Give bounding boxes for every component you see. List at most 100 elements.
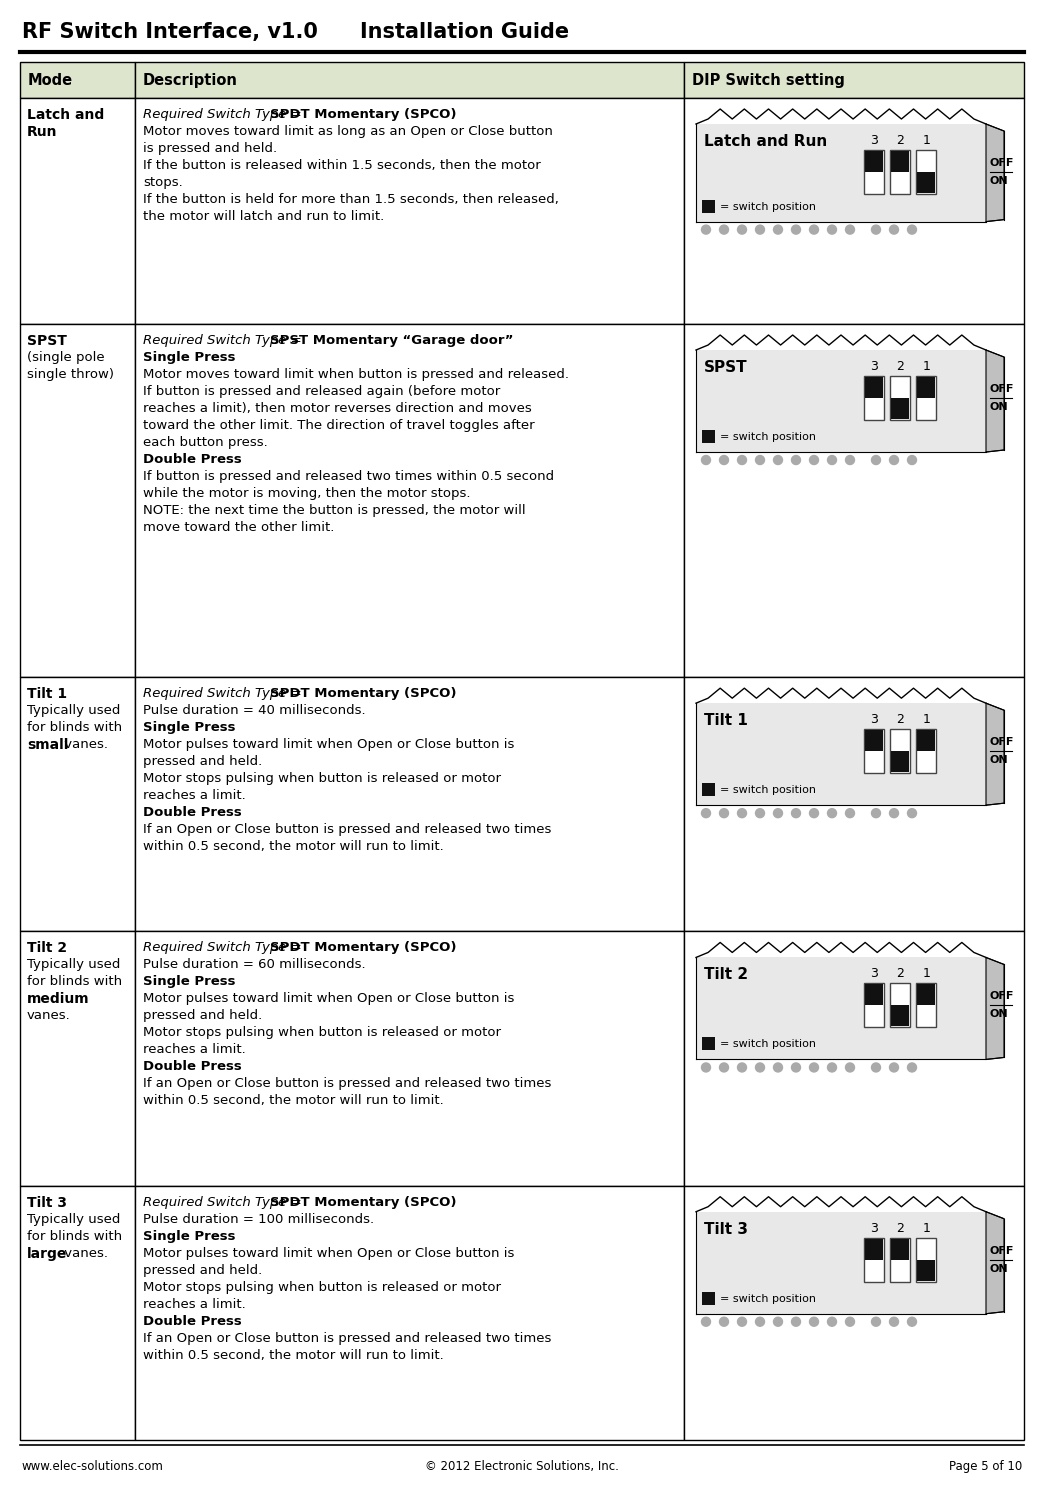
Circle shape	[756, 455, 764, 465]
Text: Motor moves toward limit as long as an Open or Close button: Motor moves toward limit as long as an O…	[143, 126, 553, 138]
Text: Motor pulses toward limit when Open or Close button is: Motor pulses toward limit when Open or C…	[143, 992, 515, 1005]
Circle shape	[702, 1316, 711, 1327]
Text: Double Press: Double Press	[143, 1061, 242, 1074]
Bar	[684, 678, 1024, 932]
Circle shape	[828, 455, 836, 465]
Bar	[917, 729, 936, 773]
Text: SPST: SPST	[704, 361, 748, 375]
Text: 3: 3	[871, 1222, 878, 1234]
Bar	[918, 1260, 935, 1281]
Circle shape	[889, 455, 899, 465]
Circle shape	[907, 455, 917, 465]
Circle shape	[889, 1316, 899, 1327]
Text: reaches a limit), then motor reverses direction and moves: reaches a limit), then motor reverses di…	[143, 402, 531, 414]
Bar	[696, 1212, 986, 1313]
Text: for blinds with: for blinds with	[27, 1230, 122, 1243]
Bar	[917, 983, 936, 1028]
Circle shape	[872, 1064, 880, 1073]
Text: Required Switch Type =: Required Switch Type =	[143, 1195, 306, 1209]
Text: SPDT Momentary (SPCO): SPDT Momentary (SPCO)	[269, 108, 456, 121]
Text: © 2012 Electronic Solutions, Inc.: © 2012 Electronic Solutions, Inc.	[425, 1460, 619, 1474]
Circle shape	[907, 1064, 917, 1073]
Text: OFF: OFF	[990, 992, 1015, 1001]
Circle shape	[828, 1316, 836, 1327]
Bar	[918, 172, 935, 193]
Circle shape	[737, 1064, 746, 1073]
Bar	[135, 99, 684, 325]
Bar	[864, 375, 884, 420]
Text: Latch and: Latch and	[27, 108, 104, 123]
Bar	[865, 1239, 883, 1260]
Text: 3: 3	[871, 361, 878, 373]
Text: Single Press: Single Press	[143, 352, 236, 364]
Text: while the motor is moving, then the motor stops.: while the motor is moving, then the moto…	[143, 488, 471, 500]
Circle shape	[872, 1316, 880, 1327]
Circle shape	[846, 809, 854, 818]
Text: Required Switch Type =: Required Switch Type =	[143, 334, 306, 347]
Text: If button is pressed and released again (before motor: If button is pressed and released again …	[143, 384, 500, 398]
Circle shape	[907, 1316, 917, 1327]
Text: Typically used: Typically used	[27, 959, 120, 971]
Bar	[865, 984, 883, 1005]
Text: 3: 3	[871, 135, 878, 147]
Circle shape	[737, 809, 746, 818]
Bar	[865, 151, 883, 172]
Text: within 0.5 second, the motor will run to limit.: within 0.5 second, the motor will run to…	[143, 1349, 444, 1361]
Text: Tilt 1: Tilt 1	[27, 687, 67, 702]
Text: If button is pressed and released two times within 0.5 second: If button is pressed and released two ti…	[143, 470, 554, 483]
Bar	[135, 932, 684, 1186]
Circle shape	[809, 1316, 818, 1327]
Text: OFF: OFF	[990, 1246, 1015, 1255]
Text: Single Press: Single Press	[143, 1230, 236, 1243]
Text: 1: 1	[922, 714, 930, 726]
Text: Pulse duration = 60 milliseconds.: Pulse duration = 60 milliseconds.	[143, 959, 365, 971]
Text: reaches a limit.: reaches a limit.	[143, 1297, 245, 1310]
Text: for blinds with: for blinds with	[27, 721, 122, 735]
Text: www.elec-solutions.com: www.elec-solutions.com	[22, 1460, 164, 1474]
Text: Description: Description	[143, 72, 238, 87]
Text: Tilt 2: Tilt 2	[704, 968, 749, 983]
Text: Required Switch Type =: Required Switch Type =	[143, 687, 306, 700]
Circle shape	[774, 455, 783, 465]
Circle shape	[756, 1064, 764, 1073]
Bar	[696, 124, 986, 221]
Bar	[684, 61, 1024, 99]
Text: within 0.5 second, the motor will run to limit.: within 0.5 second, the motor will run to…	[143, 1095, 444, 1107]
Bar	[918, 984, 935, 1005]
Circle shape	[702, 455, 711, 465]
Text: Required Switch Type =: Required Switch Type =	[143, 108, 306, 121]
Text: Required Switch Type =: Required Switch Type =	[143, 941, 306, 954]
Bar	[865, 377, 883, 398]
Text: 2: 2	[896, 968, 904, 980]
Circle shape	[791, 455, 801, 465]
Text: = switch position: = switch position	[720, 432, 816, 441]
Text: vanes.: vanes.	[60, 738, 108, 751]
Text: vanes.: vanes.	[60, 1246, 108, 1260]
Circle shape	[702, 224, 711, 233]
Text: 2: 2	[896, 361, 904, 373]
Bar	[891, 983, 910, 1028]
Polygon shape	[986, 124, 1004, 221]
Text: SPDT Momentary (SPCO): SPDT Momentary (SPCO)	[269, 687, 456, 700]
Text: DIP Switch setting: DIP Switch setting	[692, 72, 845, 87]
Circle shape	[872, 809, 880, 818]
Bar	[20, 61, 135, 99]
Text: reaches a limit.: reaches a limit.	[143, 790, 245, 802]
Text: ON: ON	[990, 177, 1009, 186]
Bar	[917, 375, 936, 420]
Bar	[20, 99, 135, 325]
Bar	[892, 398, 909, 419]
Text: reaches a limit.: reaches a limit.	[143, 1043, 245, 1056]
Bar	[696, 350, 986, 452]
Circle shape	[774, 224, 783, 233]
Text: Tilt 2: Tilt 2	[27, 941, 67, 956]
Bar	[135, 61, 684, 99]
Bar	[918, 377, 935, 398]
Text: SPST: SPST	[27, 334, 67, 349]
Bar	[20, 1186, 135, 1441]
Text: = switch position: = switch position	[720, 785, 816, 796]
Bar	[135, 325, 684, 678]
Bar	[892, 1005, 909, 1026]
Text: is pressed and held.: is pressed and held.	[143, 142, 277, 156]
Bar	[917, 1237, 936, 1282]
